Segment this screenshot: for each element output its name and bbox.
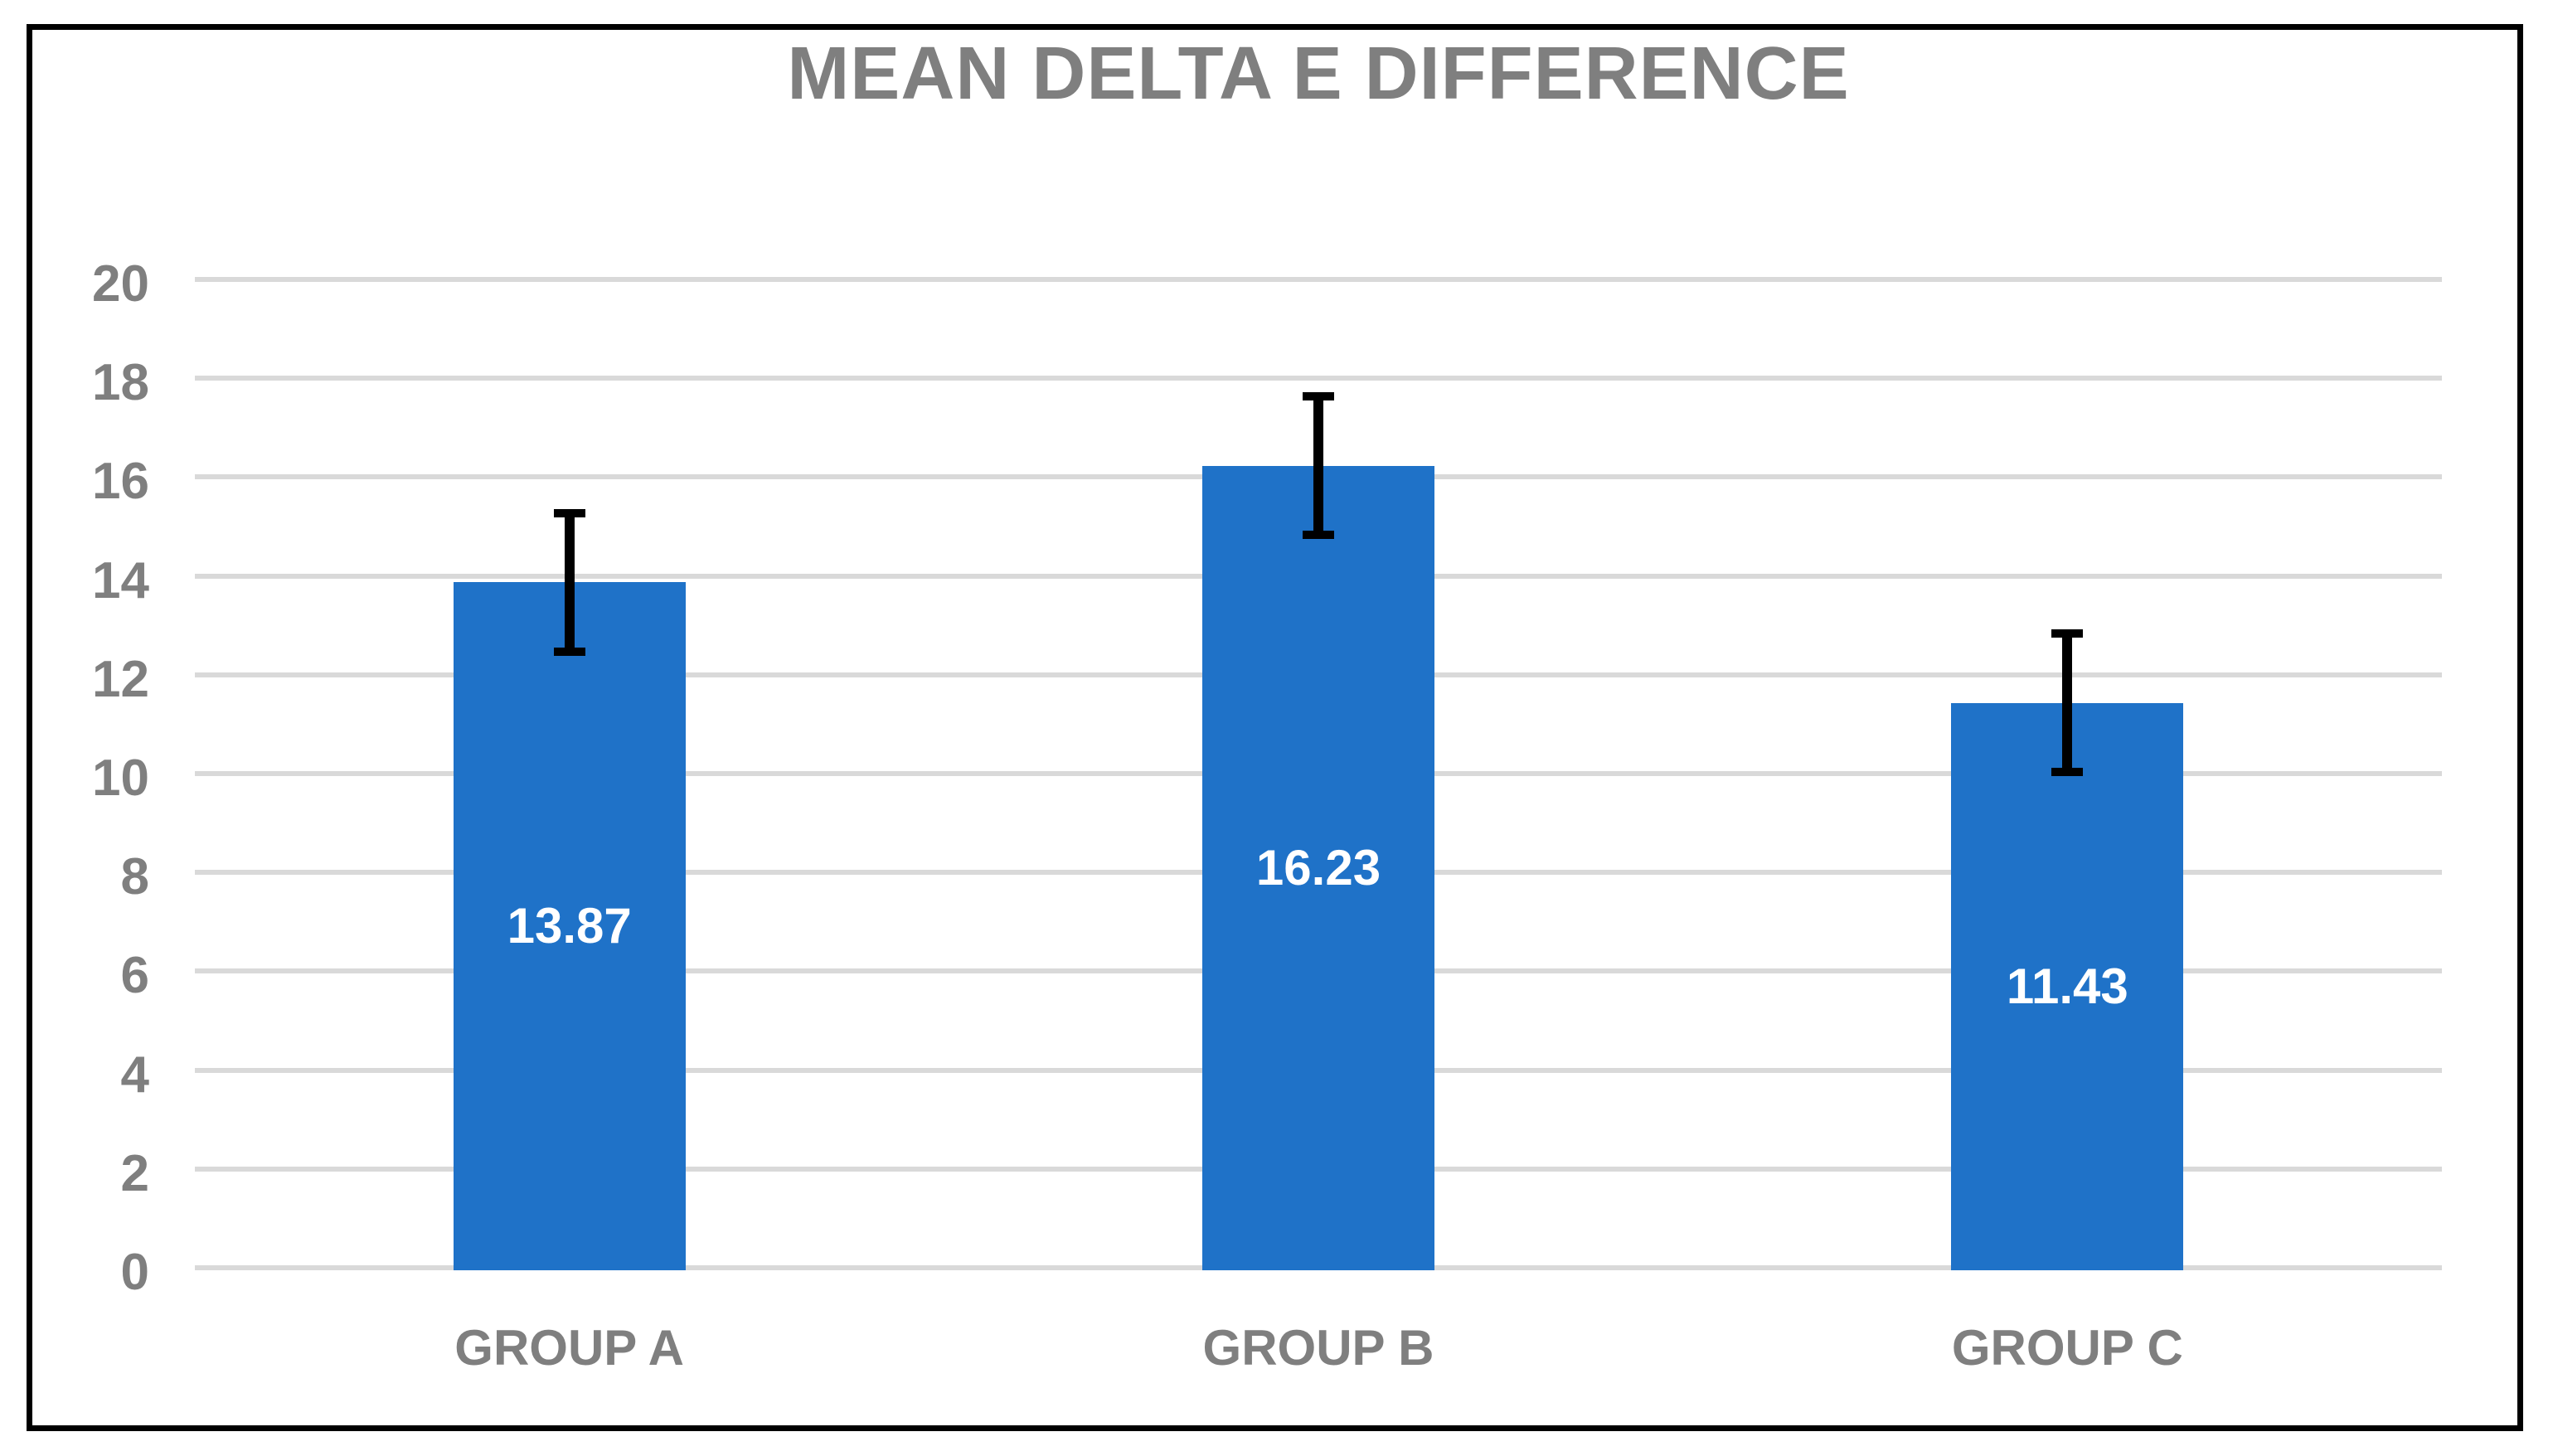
bar-group-b: 16.23 bbox=[1202, 465, 1434, 1270]
y-tick-label: 14 bbox=[92, 551, 149, 609]
y-tick-label: 0 bbox=[120, 1244, 149, 1301]
error-bar-cap-top bbox=[2051, 629, 2084, 638]
y-tick-label: 20 bbox=[92, 255, 149, 313]
bar-value-label: 16.23 bbox=[1255, 839, 1381, 895]
bar-value-label: 13.87 bbox=[507, 898, 632, 954]
y-tick-label: 2 bbox=[120, 1144, 149, 1202]
y-tick-label: 8 bbox=[120, 848, 149, 906]
gridline bbox=[195, 277, 2442, 282]
y-tick-label: 18 bbox=[92, 354, 149, 412]
error-bar-line bbox=[2062, 633, 2073, 773]
y-tick-label: 10 bbox=[92, 750, 149, 807]
gridline bbox=[195, 376, 2442, 381]
error-bar-cap-bottom bbox=[1303, 531, 1334, 540]
error-bar-cap-top bbox=[553, 508, 585, 517]
error-bar-cap-bottom bbox=[553, 647, 585, 656]
y-tick-label: 12 bbox=[92, 650, 149, 708]
error-bar-line bbox=[564, 512, 575, 652]
chart-title: MEAN DELTA E DIFFERENCE bbox=[787, 32, 1850, 115]
x-category-label-group-c: GROUP C bbox=[1951, 1320, 2183, 1376]
error-bar-line bbox=[1313, 396, 1323, 536]
bar-group-c: 11.43 bbox=[1951, 702, 2184, 1270]
error-bar-cap-top bbox=[1303, 392, 1334, 401]
y-tick-label: 4 bbox=[120, 1046, 149, 1104]
y-tick-label: 6 bbox=[120, 947, 149, 1005]
y-tick-label: 16 bbox=[92, 453, 149, 511]
bar-group-a: 13.87 bbox=[453, 582, 686, 1270]
x-category-label-group-a: GROUP A bbox=[454, 1320, 685, 1376]
x-category-label-group-b: GROUP B bbox=[1202, 1320, 1434, 1376]
error-bar-cap-bottom bbox=[2051, 768, 2084, 777]
bar-value-label: 11.43 bbox=[2006, 958, 2128, 1014]
